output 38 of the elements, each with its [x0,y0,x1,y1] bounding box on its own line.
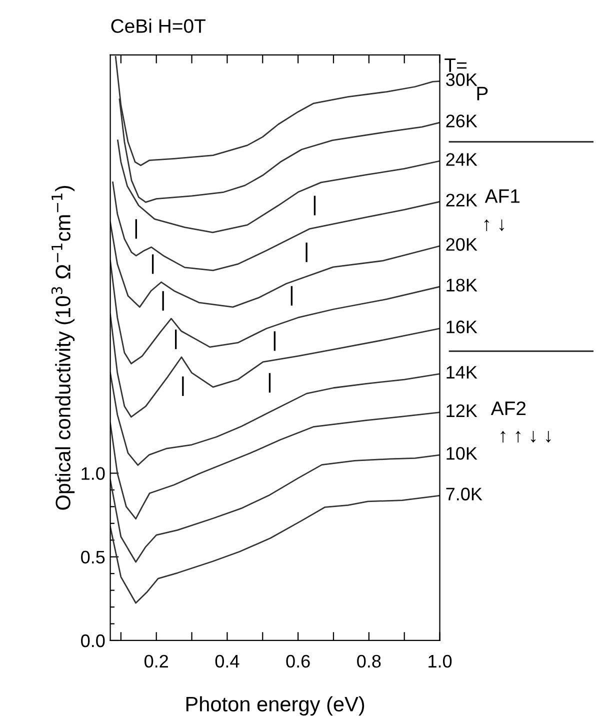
annotation: | [135,219,137,239]
text: P [477,86,488,100]
series-label: 7.0K [446,488,482,500]
series-label: 12K [446,404,478,417]
x-tick-label: 0.8 [357,654,381,668]
annotation: | [162,291,164,311]
chart-title: CeBi H=0T [111,18,206,33]
text: ↑ ↓ [484,219,504,231]
x-axis-title: Photon energy (eV) [186,696,364,716]
x-tick-label: 0.4 [215,654,240,668]
series-label: 16K [446,320,478,334]
series-label: 24K [446,153,478,166]
series-label: 30K [446,73,478,86]
text: ↑ ↑ ↓ ↓ [500,431,551,443]
y-tick-label: 1.0 [82,467,105,480]
series-label: 18K [446,278,478,292]
annotation: | [306,242,308,262]
series-label: 22K [446,194,478,206]
text: AF2 [490,401,526,416]
annotation: | [314,196,316,216]
series-label: 20K [446,238,478,251]
series-label: 14K [446,366,478,378]
series-label: 26K [446,114,478,128]
annotation: | [182,376,184,396]
x-tick-label: 1.0 [428,654,452,668]
annotation: | [174,330,177,350]
x-tick-label: 0.2 [144,654,168,668]
y-tick-label: 0.0 [81,634,105,648]
annotation: | [268,373,271,393]
y-axis-title: Optical conductivity (10$^{3}$ Ω$^{−1}$cm$^{−1}$) [51,186,75,510]
annotation: | [290,286,293,306]
series-label: 10K [446,447,478,460]
y-tick-label: 0.5 [81,550,105,564]
x-tick-label: 0.6 [286,654,310,668]
annotation: | [274,331,276,351]
text: AF1 [484,189,520,203]
text: T= [444,58,466,72]
annotation: | [152,254,154,274]
